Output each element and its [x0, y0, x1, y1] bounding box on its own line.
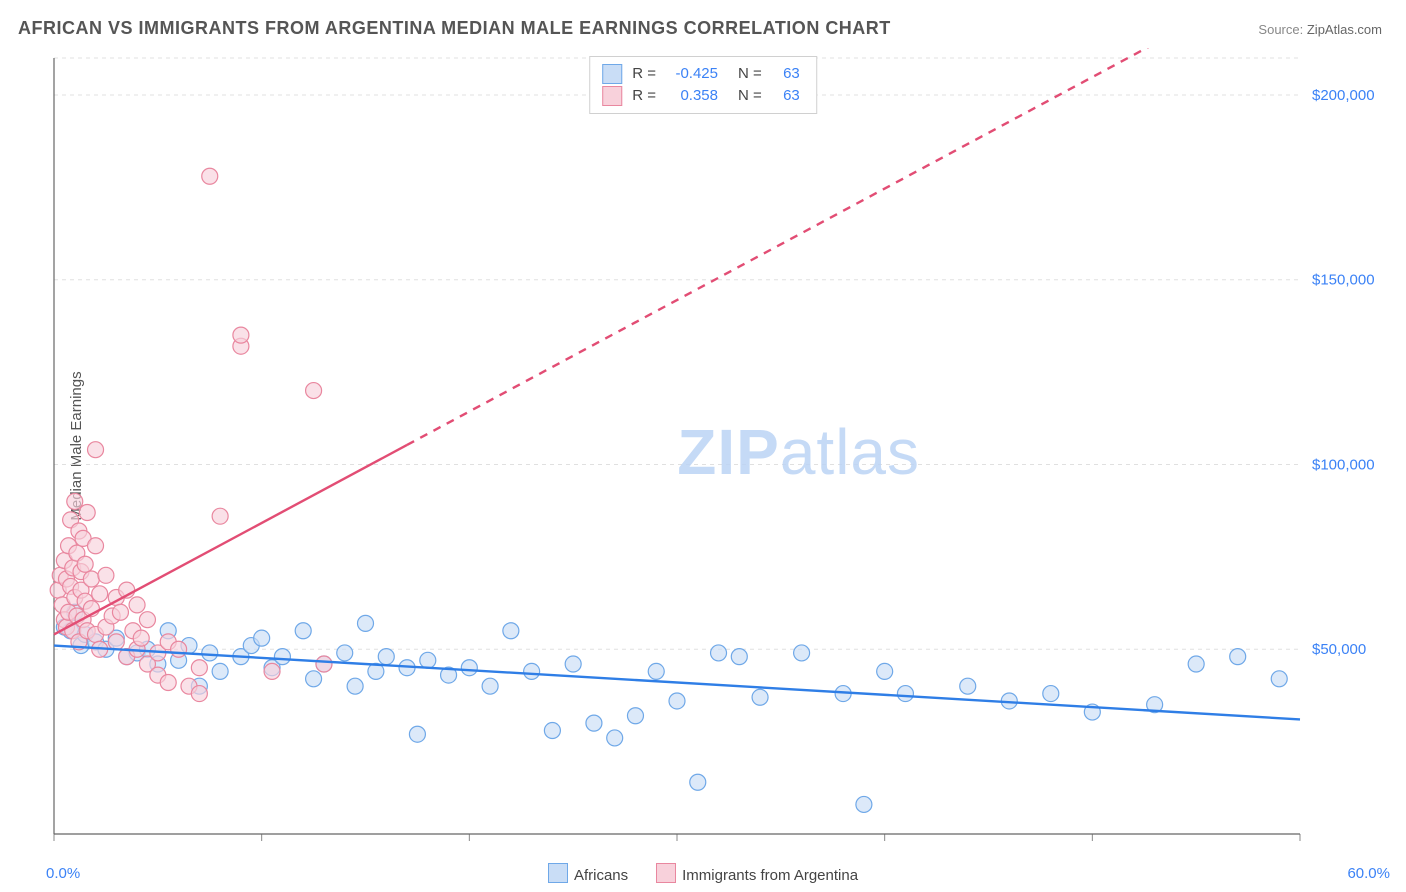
- point-argentina: [67, 493, 83, 509]
- stats-r-value: -0.425: [666, 63, 718, 85]
- point-argentina: [233, 327, 249, 343]
- point-africans: [690, 774, 706, 790]
- point-africans: [1230, 649, 1246, 665]
- trendline-argentina-dashed: [407, 48, 1300, 445]
- point-africans: [202, 645, 218, 661]
- point-africans: [648, 663, 664, 679]
- point-africans: [347, 678, 363, 694]
- point-africans: [212, 663, 228, 679]
- point-africans: [794, 645, 810, 661]
- point-africans: [378, 649, 394, 665]
- point-africans: [897, 686, 913, 702]
- point-argentina: [306, 383, 322, 399]
- point-africans: [524, 663, 540, 679]
- stats-n-label: N =: [738, 85, 762, 107]
- legend-swatch-africans: [602, 64, 622, 84]
- point-africans: [358, 615, 374, 631]
- point-africans: [503, 623, 519, 639]
- point-argentina: [88, 538, 104, 554]
- stats-r-label: R =: [632, 63, 656, 85]
- stats-n-label: N =: [738, 63, 762, 85]
- point-argentina: [202, 168, 218, 184]
- point-argentina: [160, 674, 176, 690]
- point-argentina: [108, 634, 124, 650]
- y-tick-label: $100,000: [1312, 456, 1375, 473]
- point-argentina: [191, 660, 207, 676]
- point-africans: [1271, 671, 1287, 687]
- y-tick-label: $150,000: [1312, 272, 1375, 289]
- point-africans: [544, 723, 560, 739]
- stats-n-value: 63: [772, 63, 800, 85]
- point-argentina: [133, 630, 149, 646]
- legend-label-argentina: Immigrants from Argentina: [682, 867, 858, 884]
- point-africans: [752, 689, 768, 705]
- point-africans: [627, 708, 643, 724]
- point-argentina: [191, 686, 207, 702]
- point-africans: [565, 656, 581, 672]
- chart-title: AFRICAN VS IMMIGRANTS FROM ARGENTINA MED…: [18, 18, 891, 39]
- point-argentina: [98, 567, 114, 583]
- point-africans: [482, 678, 498, 694]
- point-africans: [856, 796, 872, 812]
- point-argentina: [171, 641, 187, 657]
- chart-area: $50,000 $100,000 $150,000 $200,000 ZIPatlas: [46, 48, 1390, 852]
- point-argentina: [92, 586, 108, 602]
- legend-swatch-africans: [548, 863, 568, 883]
- point-africans: [711, 645, 727, 661]
- stats-row-argentina: R = 0.358 N = 63: [602, 85, 800, 107]
- point-argentina: [264, 663, 280, 679]
- legend-item-africans: Africans: [548, 863, 628, 884]
- point-argentina: [212, 508, 228, 524]
- point-argentina: [77, 556, 93, 572]
- y-tick-label: $50,000: [1312, 641, 1366, 658]
- point-africans: [1043, 686, 1059, 702]
- point-africans: [586, 715, 602, 731]
- watermark: ZIPatlas: [677, 416, 920, 488]
- stats-row-africans: R = -0.425 N = 63: [602, 63, 800, 85]
- series-legend: Africans Immigrants from Argentina: [0, 863, 1406, 884]
- stats-r-value: 0.358: [666, 85, 718, 107]
- point-argentina: [83, 571, 99, 587]
- legend-swatch-argentina: [656, 863, 676, 883]
- legend-label-africans: Africans: [574, 867, 628, 884]
- legend-item-argentina: Immigrants from Argentina: [656, 863, 858, 884]
- point-africans: [295, 623, 311, 639]
- point-africans: [1188, 656, 1204, 672]
- point-argentina: [112, 604, 128, 620]
- point-africans: [669, 693, 685, 709]
- stats-n-value: 63: [772, 85, 800, 107]
- point-africans: [254, 630, 270, 646]
- point-argentina: [129, 597, 145, 613]
- source-value: ZipAtlas.com: [1307, 22, 1382, 37]
- point-africans: [337, 645, 353, 661]
- point-argentina: [139, 612, 155, 628]
- point-africans: [607, 730, 623, 746]
- point-africans: [306, 671, 322, 687]
- correlation-stats-box: R = -0.425 N = 63 R = 0.358 N = 63: [589, 56, 817, 114]
- trendline-argentina-solid: [54, 445, 407, 635]
- point-africans: [274, 649, 290, 665]
- source-attribution: Source: ZipAtlas.com: [1258, 22, 1382, 37]
- point-africans: [461, 660, 477, 676]
- point-africans: [409, 726, 425, 742]
- y-tick-label: $200,000: [1312, 87, 1375, 104]
- legend-swatch-argentina: [602, 86, 622, 106]
- stats-r-label: R =: [632, 85, 656, 107]
- point-argentina: [316, 656, 332, 672]
- point-africans: [960, 678, 976, 694]
- point-argentina: [79, 505, 95, 521]
- scatter-chart-svg: $50,000 $100,000 $150,000 $200,000 ZIPatlas: [46, 48, 1390, 852]
- source-label: Source:: [1258, 22, 1303, 37]
- point-africans: [877, 663, 893, 679]
- point-africans: [731, 649, 747, 665]
- point-argentina: [88, 442, 104, 458]
- point-africans: [420, 652, 436, 668]
